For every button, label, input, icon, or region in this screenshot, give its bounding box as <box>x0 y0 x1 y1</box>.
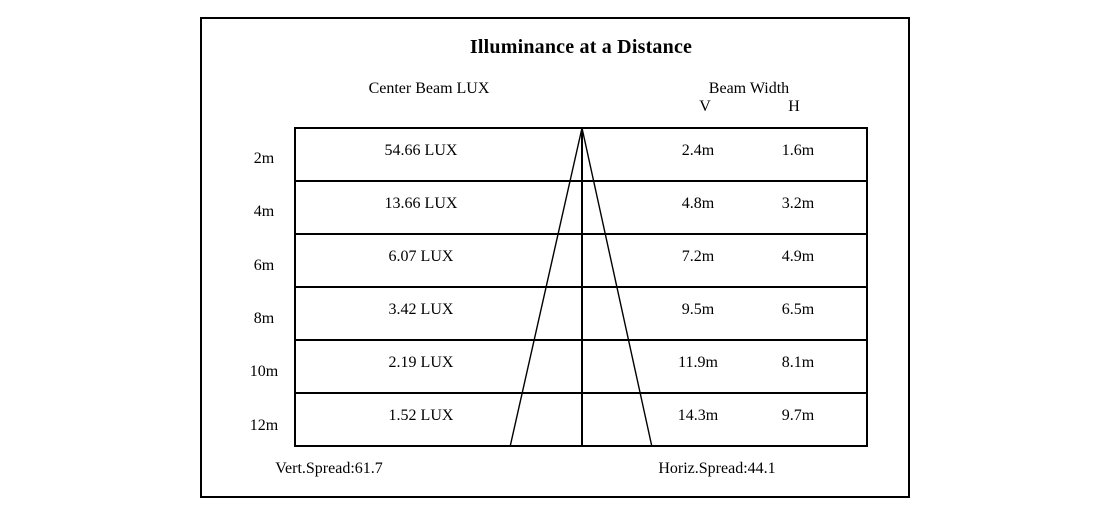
lux-value: 1.52 LUX <box>388 407 454 424</box>
illuminance-panel: Illuminance at a Distance Center Beam LU… <box>200 17 910 498</box>
v-width-value: 14.3m <box>677 407 719 424</box>
lux-value: 6.07 LUX <box>388 248 454 265</box>
beam-width-header: Beam Width <box>708 80 790 97</box>
vert-spread-label: Vert.Spread:61.7 <box>275 460 383 477</box>
h-width-value: 4.9m <box>781 248 815 265</box>
table-row: 6.07 LUX 7.2m 4.9m <box>296 233 866 286</box>
illuminance-table: 54.66 LUX 2.4m 1.6m 13.66 LUX 4.8m 3.2m … <box>294 127 868 447</box>
distance-label: 8m <box>253 310 275 327</box>
distance-label: 10m <box>249 363 279 380</box>
center-beam-lux-header: Center Beam LUX <box>368 80 490 97</box>
h-column-header: H <box>788 98 800 115</box>
lux-value: 54.66 LUX <box>384 142 458 159</box>
table-row: 2.19 LUX 11.9m 8.1m <box>296 339 866 392</box>
figure-title: Illuminance at a Distance <box>469 36 693 58</box>
v-width-value: 11.9m <box>678 354 718 371</box>
h-width-value: 6.5m <box>781 301 815 318</box>
table-row: 54.66 LUX 2.4m 1.6m <box>296 129 866 180</box>
v-width-value: 9.5m <box>681 301 715 318</box>
v-column-header: V <box>699 98 711 115</box>
lux-value: 3.42 LUX <box>388 301 454 318</box>
table-row: 1.52 LUX 14.3m 9.7m <box>296 392 866 445</box>
h-width-value: 9.7m <box>781 407 815 424</box>
v-width-value: 2.4m <box>681 142 715 159</box>
distance-label: 6m <box>253 257 275 274</box>
horiz-spread-label: Horiz.Spread:44.1 <box>658 460 776 477</box>
distance-label: 4m <box>253 203 275 220</box>
table-row: 13.66 LUX 4.8m 3.2m <box>296 180 866 233</box>
distance-label: 12m <box>249 417 279 434</box>
lux-value: 2.19 LUX <box>388 354 454 371</box>
distance-label: 2m <box>253 150 275 167</box>
lux-value: 13.66 LUX <box>384 195 458 212</box>
h-width-value: 8.1m <box>781 354 815 371</box>
v-width-value: 4.8m <box>681 195 715 212</box>
h-width-value: 1.6m <box>781 142 815 159</box>
table-row: 3.42 LUX 9.5m 6.5m <box>296 286 866 339</box>
h-width-value: 3.2m <box>781 195 815 212</box>
v-width-value: 7.2m <box>681 248 715 265</box>
